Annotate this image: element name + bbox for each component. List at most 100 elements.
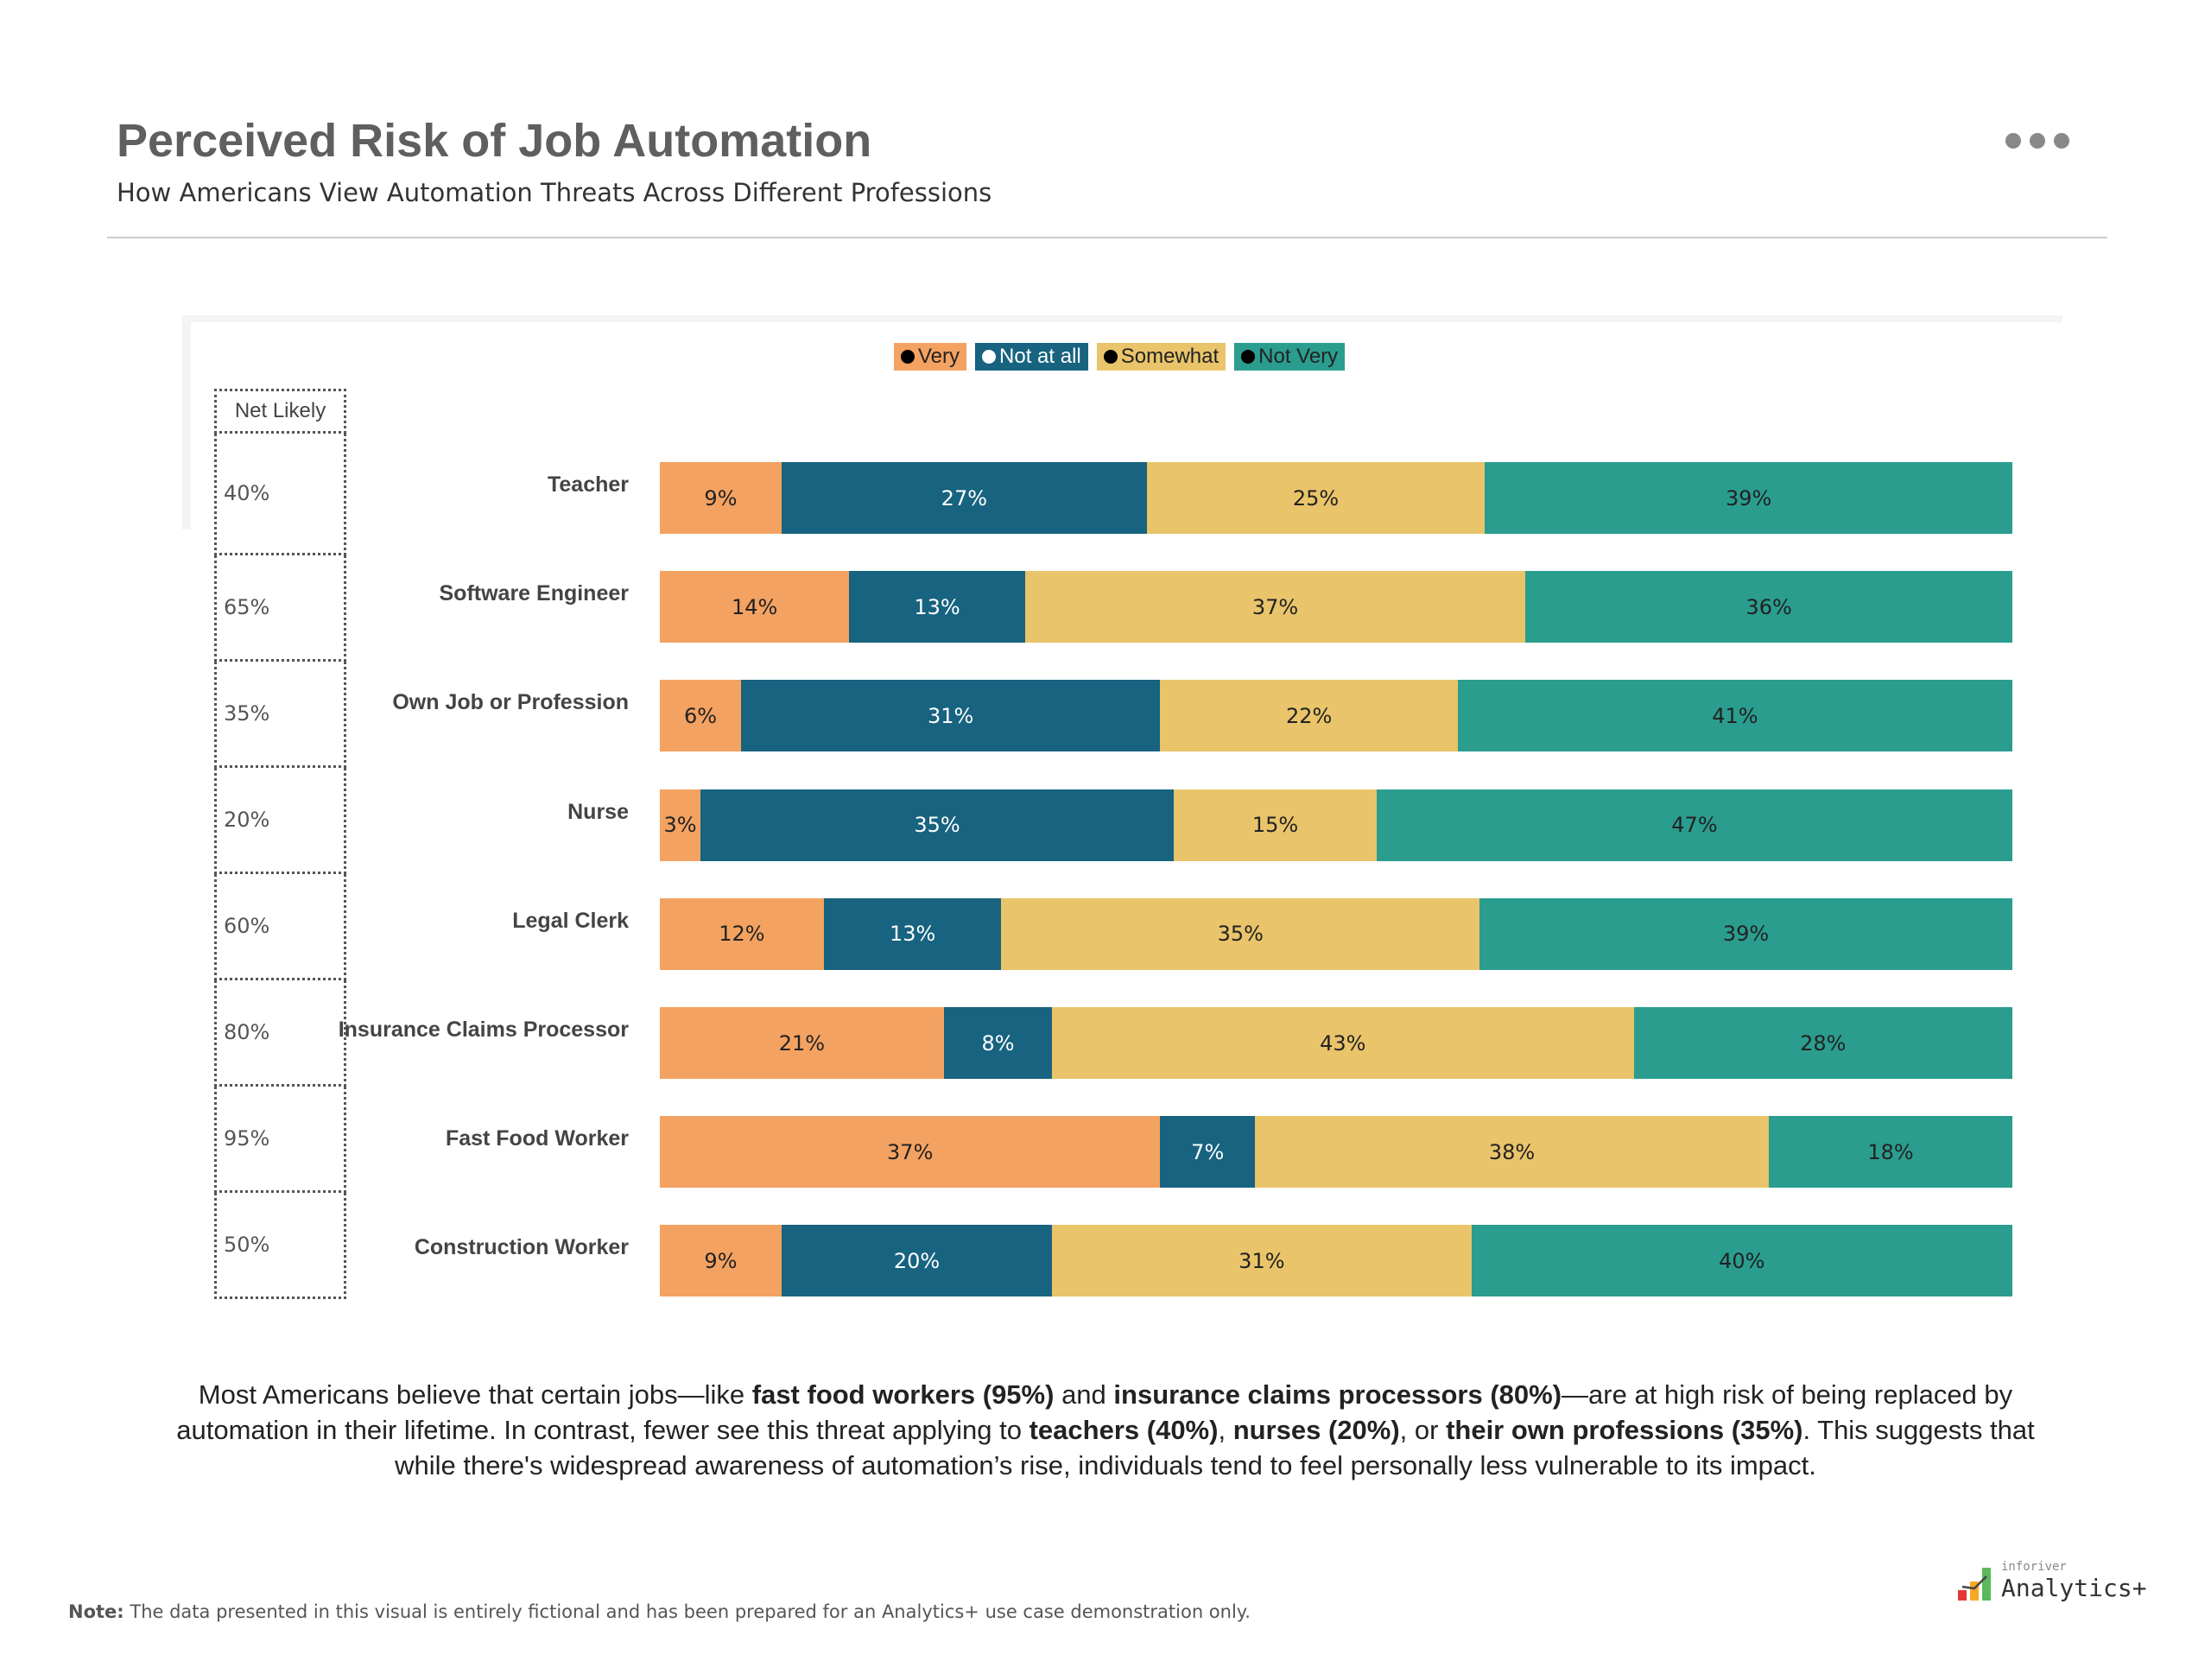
bar-row: Nurse 3% 35% 15% 47% — [0, 789, 2211, 861]
note-text: The data presented in this visual is ent… — [124, 1601, 1251, 1622]
bar-segment-somewhat[interactable]: 31% — [1052, 1225, 1472, 1297]
net-likely-column: Net Likely 40% 65% 35% 20% 60% 80% 95% 50% — [214, 389, 346, 1299]
note-label: Note: — [68, 1601, 124, 1622]
bar-segment-somewhat[interactable]: 35% — [1001, 897, 1480, 970]
bar-segment-very[interactable]: 3% — [660, 789, 700, 861]
bar-segment-not-at-all[interactable]: 13% — [849, 571, 1025, 643]
bar-segment-somewhat[interactable]: 38% — [1255, 1116, 1770, 1189]
divider — [107, 237, 2107, 238]
stacked-bar: 12% 13% 35% 39% — [660, 897, 2012, 970]
legend-dot-icon — [901, 350, 915, 364]
category-label: Insurance Claims Processor — [338, 1018, 629, 1042]
summary-highlight: teachers (40%) — [1029, 1415, 1219, 1445]
legend-dot-icon — [1103, 350, 1118, 364]
bar-segment-not-very[interactable]: 28% — [1633, 1007, 2012, 1079]
bar-segment-not-at-all[interactable]: 20% — [781, 1225, 1053, 1297]
ellipsis-icon[interactable] — [2005, 133, 2069, 149]
legend-item-somewhat[interactable]: Somewhat — [1096, 343, 1226, 371]
summary-fragment: , or — [1399, 1415, 1447, 1445]
category-label: Software Engineer — [439, 581, 630, 606]
bar-segment-not-at-all[interactable]: 35% — [700, 789, 1175, 861]
summary-highlight: nurses (20%) — [1232, 1415, 1400, 1445]
bar-row: Teacher 9% 27% 25% 39% — [0, 462, 2211, 534]
bar-segment-very[interactable]: 9% — [660, 462, 782, 534]
net-likely-header: Net Likely — [214, 389, 346, 434]
net-likely-value: 35% — [214, 662, 346, 768]
bar-segment-not-very[interactable]: 18% — [1769, 1116, 2012, 1189]
legend-item-not-very[interactable]: Not Very — [1234, 343, 1346, 371]
stacked-bar: 9% 20% 31% 40% — [660, 1225, 2012, 1297]
bar-segment-not-at-all[interactable]: 7% — [1160, 1116, 1256, 1189]
legend-item-not-at-all[interactable]: Not at all — [975, 343, 1088, 371]
bar-segment-somewhat[interactable]: 25% — [1146, 462, 1486, 534]
bar-row: Fast Food Worker 37% 7% 38% 18% — [0, 1116, 2211, 1189]
bar-segment-very[interactable]: 14% — [660, 571, 850, 643]
stacked-bar: 37% 7% 38% 18% — [660, 1116, 2012, 1189]
bar-segment-somewhat[interactable]: 15% — [1174, 789, 1377, 861]
stacked-bar: 6% 31% 22% 41% — [660, 680, 2012, 752]
bar-segment-not-very[interactable]: 41% — [1457, 680, 2012, 752]
bar-segment-not-at-all[interactable]: 8% — [943, 1007, 1053, 1079]
bar-row: Construction Worker 9% 20% 31% 40% — [0, 1225, 2211, 1297]
legend-item-very[interactable]: Very — [894, 343, 967, 371]
summary-fragment: and — [1054, 1379, 1114, 1410]
bar-segment-very[interactable]: 37% — [660, 1116, 1161, 1189]
category-label: Nurse — [567, 799, 629, 824]
summary-fragment: —are at high risk of being replaced by a… — [176, 1379, 2013, 1445]
legend-dot-icon — [1241, 350, 1256, 364]
logo-bottom: Analytics+ — [2001, 1574, 2147, 1602]
bar-row: Own Job or Profession 6% 31% 22% 41% — [0, 680, 2211, 752]
category-label: Own Job or Profession — [392, 690, 629, 715]
stacked-bar: 9% 27% 25% 39% — [660, 462, 2012, 534]
legend-label: Not Very — [1258, 345, 1339, 368]
bar-segment-not-very[interactable]: 39% — [1485, 462, 2012, 534]
net-likely-value: 80% — [214, 980, 346, 1087]
bar-segment-not-at-all[interactable]: 27% — [781, 462, 1147, 534]
summary-fragment: Most Americans believe that certain jobs… — [198, 1379, 752, 1410]
bar-row: Legal Clerk 12% 13% 35% 39% — [0, 897, 2211, 970]
legend-label: Somewhat — [1120, 345, 1220, 368]
bar-segment-very[interactable]: 6% — [660, 680, 741, 752]
category-label: Teacher — [547, 472, 629, 497]
page-subtitle: How Americans View Automation Threats Ac… — [117, 178, 992, 207]
bar-segment-somewhat[interactable]: 22% — [1160, 680, 1458, 752]
bar-segment-very[interactable]: 21% — [660, 1007, 944, 1079]
bar-segment-very[interactable]: 12% — [660, 897, 824, 970]
bar-row: Software Engineer 14% 13% 37% 36% — [0, 571, 2211, 643]
logo-chart-icon — [1958, 1568, 1991, 1601]
bar-segment-not-very[interactable]: 36% — [1525, 571, 2012, 643]
net-likely-value: 50% — [214, 1193, 346, 1299]
bar-segment-very[interactable]: 9% — [660, 1225, 782, 1297]
bar-segment-not-very[interactable]: 39% — [1479, 897, 2012, 970]
summary-fragment: , — [1218, 1415, 1233, 1445]
net-likely-value: 60% — [214, 874, 346, 980]
bar-segment-somewhat[interactable]: 43% — [1052, 1007, 1634, 1079]
legend: Very Not at all Somewhat Not Very — [894, 343, 1346, 371]
footnote: Note: The data presented in this visual … — [68, 1601, 1251, 1622]
logo-top: inforiver — [2001, 1560, 2067, 1574]
page-title: Perceived Risk of Job Automation — [117, 115, 872, 167]
logo: inforiver Analytics+ — [1956, 1560, 2147, 1602]
legend-label: Not at all — [999, 345, 1081, 368]
legend-label: Very — [918, 345, 960, 368]
bar-segment-somewhat[interactable]: 37% — [1024, 571, 1526, 643]
net-likely-value: 40% — [214, 434, 346, 555]
stacked-bar: 14% 13% 37% 36% — [660, 571, 2012, 643]
bar-row: Insurance Claims Processor 21% 8% 43% 28% — [0, 1007, 2211, 1079]
bar-segment-not-very[interactable]: 40% — [1471, 1225, 2012, 1297]
bar-segment-not-very[interactable]: 47% — [1376, 789, 2012, 861]
category-label: Legal Clerk — [512, 908, 629, 933]
category-label: Construction Worker — [414, 1235, 629, 1260]
stacked-bar: 3% 35% 15% 47% — [660, 789, 2012, 861]
stacked-bar: 21% 8% 43% 28% — [660, 1007, 2012, 1079]
legend-dot-icon — [982, 350, 997, 364]
bar-segment-not-at-all[interactable]: 13% — [823, 897, 1002, 970]
category-label: Fast Food Worker — [445, 1126, 629, 1151]
summary-highlight: insurance claims processors (80%) — [1113, 1379, 1562, 1410]
summary-highlight: fast food workers (95%) — [751, 1379, 1055, 1410]
bar-segment-not-at-all[interactable]: 31% — [740, 680, 1161, 752]
summary-text: Most Americans believe that certain jobs… — [155, 1377, 2056, 1483]
summary-fragment: . This suggests that while there's wides… — [395, 1415, 2035, 1480]
net-likely-value: 65% — [214, 555, 346, 662]
net-likely-value: 20% — [214, 768, 346, 874]
